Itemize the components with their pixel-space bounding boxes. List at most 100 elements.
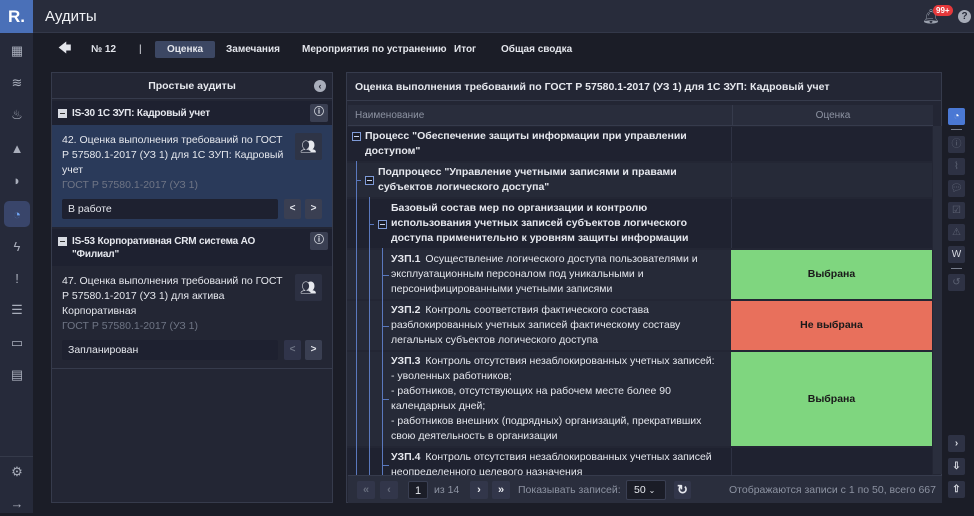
page-size-select[interactable]: 50 ⌄ [626, 480, 666, 500]
word-doc-icon[interactable]: W [948, 246, 965, 263]
tree-connector [382, 248, 383, 299]
info-icon[interactable]: ⓘ [310, 232, 328, 250]
database-icon[interactable]: ≋ [11, 75, 23, 90]
gear-icon[interactable]: ⚙ [11, 464, 23, 479]
tree-connector [382, 274, 389, 276]
panel-title: Простые аудиты ‹ [52, 73, 332, 99]
score-cell[interactable]: Выбрана [731, 250, 932, 299]
collapse-node-icon[interactable] [352, 132, 361, 141]
row-label: Контроль соответствия фактического соста… [391, 304, 681, 346]
status-next-button[interactable]: > [305, 199, 322, 219]
tree-connector [356, 299, 357, 350]
lightning-icon[interactable]: ϟ [13, 238, 21, 254]
audit-pie-icon[interactable]: ◔ [4, 201, 30, 227]
page-count: из 14 [434, 484, 460, 496]
group-header[interactable]: IS-30 1С ЗУП: Кадровый учет ⓘ [52, 101, 332, 125]
logout-arrow-icon[interactable]: → [10, 495, 24, 511]
score-cell[interactable] [731, 199, 932, 248]
tree-connector [369, 223, 374, 225]
tree-row[interactable]: УЗП.1 Осуществление логического доступа п… [347, 248, 932, 299]
tree-row[interactable]: Процесс "Обеспечение защиты информации п… [347, 127, 932, 161]
column-name[interactable]: Наименование [355, 110, 425, 121]
export-icon[interactable]: ⇧ [948, 481, 965, 498]
info-icon[interactable]: ⓘ [310, 104, 328, 122]
collapse-node-icon[interactable] [365, 176, 374, 185]
flame-icon[interactable]: ♨ [11, 107, 23, 122]
first-page-button[interactable]: « [357, 481, 375, 499]
tree-row[interactable]: Базовый состав мер по организации и конт… [347, 197, 932, 248]
row-text: УЗП.1 Осуществление логического доступа п… [347, 250, 731, 299]
page-input[interactable]: 1 [408, 481, 428, 499]
tab-remarks[interactable]: Замечания [226, 44, 280, 55]
paperclip-icon[interactable]: ⌇ [948, 158, 965, 175]
tab-separator: | [139, 44, 142, 55]
chevron-right-icon[interactable]: › [948, 435, 965, 452]
row-text: УЗП.4 Контроль отсутствия незаблокированн… [347, 448, 731, 475]
audit-card[interactable]: 47. Оценка выполнения требований по ГОСТ… [52, 266, 332, 369]
tree-connector [356, 161, 357, 197]
tree-connector [382, 399, 389, 400]
collapse-group-icon[interactable] [58, 109, 67, 118]
folder-icon[interactable]: ▭ [10, 335, 24, 350]
report-icon[interactable]: ▤ [10, 367, 24, 382]
status-prev-button[interactable]: < [284, 340, 301, 360]
tab-result[interactable]: Итог [454, 44, 477, 55]
status-prev-button[interactable]: < [284, 199, 301, 219]
info-icon[interactable]: ⓘ [948, 136, 965, 153]
vertical-scrollbar[interactable] [933, 126, 942, 474]
tool-separator [951, 268, 962, 269]
page-size-value: 50 [634, 484, 646, 496]
alert-circle-icon[interactable]: ! [15, 270, 19, 286]
score-cell[interactable]: Не выбрана [731, 301, 932, 350]
last-page-button[interactable]: » [492, 481, 510, 499]
row-label: Базовый состав мер по организации и конт… [391, 202, 689, 244]
tree-connector [369, 197, 370, 248]
tab-summary[interactable]: Общая сводка [501, 44, 573, 55]
score-cell[interactable]: Выбрана [731, 352, 932, 446]
shield-icon[interactable]: ◗ [13, 172, 21, 188]
chart-icon[interactable]: ◔ [948, 108, 965, 125]
clipboard-check-icon[interactable]: ☑ [948, 202, 965, 219]
audit-status: Запланирован [62, 340, 278, 360]
help-icon[interactable]: ? [958, 10, 971, 23]
audit-number: № 12 [91, 44, 117, 55]
score-cell[interactable] [731, 127, 932, 161]
requirement-code: УЗП.2 [391, 304, 421, 316]
app-logo[interactable]: R. [0, 0, 33, 33]
history-icon[interactable]: ↺ [948, 274, 965, 291]
tree-row[interactable]: Подпроцесс "Управление учетными записями… [347, 161, 932, 197]
tab-remediation[interactable]: Мероприятия по устранению [302, 44, 447, 55]
score-cell[interactable] [731, 448, 932, 475]
prev-page-button[interactable]: ‹ [380, 481, 398, 499]
status-next-button[interactable]: > [305, 340, 322, 360]
score-cell[interactable] [731, 163, 932, 197]
collapse-node-icon[interactable] [378, 219, 387, 229]
next-page-button[interactable]: › [470, 481, 488, 499]
tab-assessment[interactable]: Оценка [155, 41, 216, 58]
refresh-icon[interactable]: ↻ [674, 481, 691, 499]
group-header[interactable]: IS-53 Корпоративная CRM система АО "Фили… [52, 229, 332, 266]
tree-row[interactable]: УЗП.2 Контроль соответствия фактического … [347, 299, 932, 350]
warning-icon[interactable]: ▲ [10, 140, 24, 156]
row-text: УЗП.3 Контроль отсутствия незаблокированн… [347, 352, 731, 446]
tree-connector [356, 446, 357, 475]
row-label: Подпроцесс "Управление учетными записями… [378, 166, 677, 193]
warning-icon[interactable]: ⚠ [948, 224, 965, 241]
arrow-left-icon[interactable]: 🡄 [58, 40, 72, 55]
apps-grid-icon[interactable]: ▦ [10, 43, 24, 58]
audit-standard: ГОСТ Р 57580.1-2017 (УЗ 1) [62, 179, 199, 191]
tree-row[interactable]: УЗП.3 Контроль отсутствия незаблокированн… [347, 350, 932, 446]
comment-icon[interactable]: 💬︎ [948, 180, 965, 197]
collapse-panel-icon[interactable]: ‹ [314, 80, 326, 92]
audit-title: 42. Оценка выполнения требований по ГОСТ… [62, 134, 284, 176]
audit-card[interactable]: 42. Оценка выполнения требований по ГОСТ… [52, 125, 332, 227]
tree-connector [382, 350, 383, 446]
assign-users-icon[interactable]: 👥︎ [295, 133, 322, 160]
column-score[interactable]: Оценка [732, 105, 933, 126]
list-icon[interactable]: ☰ [11, 302, 23, 317]
collapse-group-icon[interactable] [58, 237, 67, 246]
tree-connector [356, 248, 357, 299]
import-icon[interactable]: ⇩ [948, 458, 965, 475]
tree-row[interactable]: УЗП.4 Контроль отсутствия незаблокированн… [347, 446, 932, 475]
assign-users-icon[interactable]: 👥︎ [295, 274, 322, 301]
